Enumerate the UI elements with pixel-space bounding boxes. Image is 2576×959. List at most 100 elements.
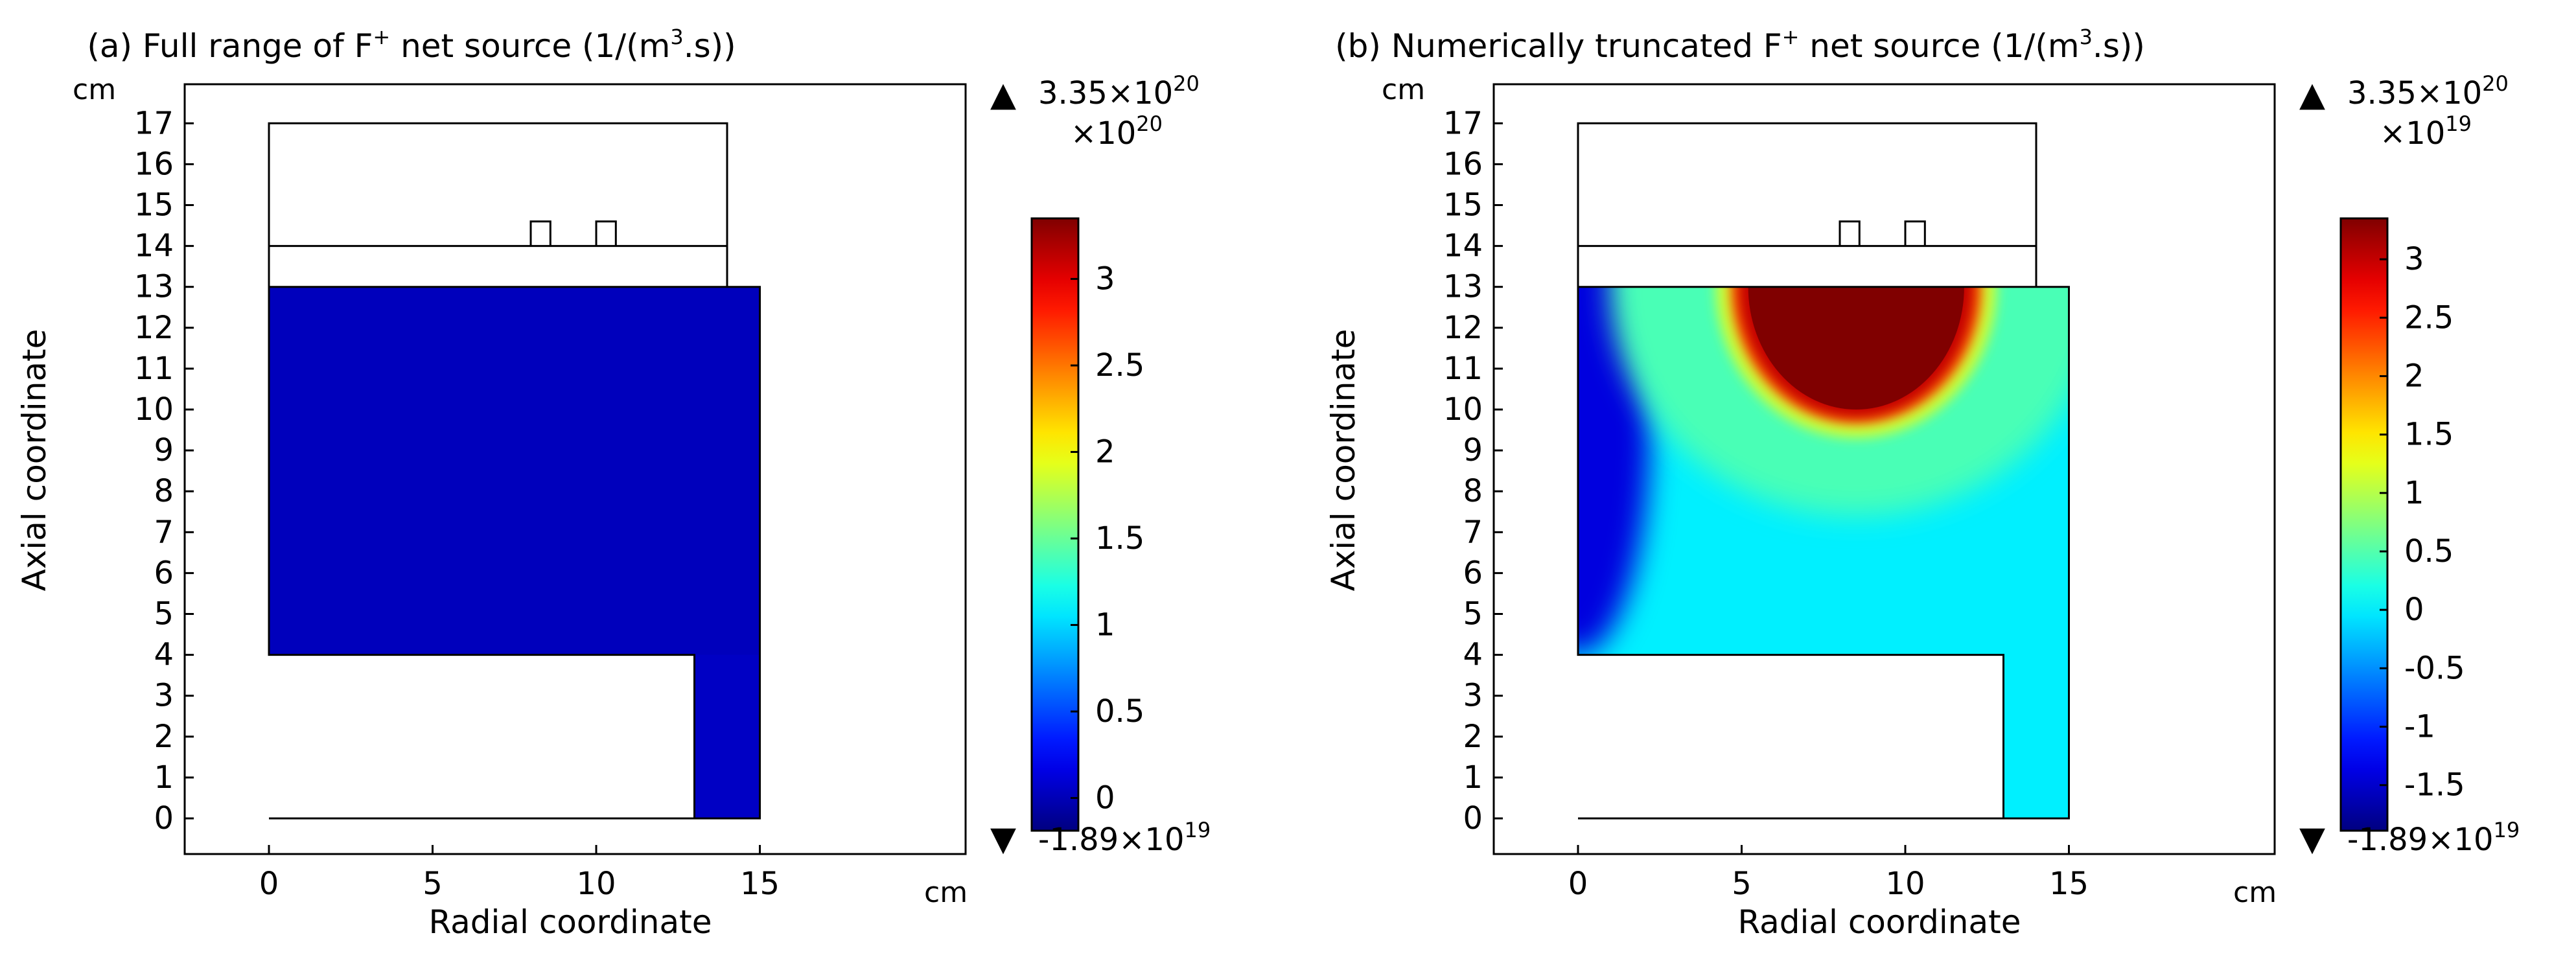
- y-tick-label: 1: [1463, 759, 1483, 796]
- y-tick-label: 13: [134, 269, 174, 305]
- panel-a-title: (a) Full range of F+ net source (1/(m3.s…: [87, 25, 736, 65]
- panel-a-title-mid: net source (1/(m: [390, 27, 670, 65]
- hotspot-core: [318, 286, 760, 452]
- panel-a-max-exp: 20: [1173, 71, 1200, 96]
- x-tick-label: 5: [423, 866, 443, 902]
- x-tick-label: 5: [1732, 866, 1752, 902]
- panel-b-max-base: 3.35×10: [2347, 75, 2482, 111]
- panel-a-colorbar-mult-base: ×10: [1071, 115, 1136, 152]
- y-tick-label: 4: [1463, 637, 1483, 673]
- panel-b-title-mid: net source (1/(m: [1799, 27, 2079, 65]
- hotspot-halo: [1610, 286, 2069, 516]
- y-tick-label: 5: [1463, 596, 1483, 632]
- panel-b-colorbar: -1.5 -1 -0.5 0 0.5 1 1.5 2 2.5 3: [2339, 217, 2465, 832]
- y-tick-label: 0: [1463, 800, 1483, 837]
- colorbar-tick-label: -1.5: [2404, 767, 2465, 803]
- x-tick-label: 10: [576, 866, 616, 902]
- structure-outline: [1904, 220, 1926, 246]
- panel-b-heatmap-field: [1578, 286, 2069, 818]
- x-tick-label: 15: [740, 866, 780, 902]
- colorbar-tick-label: 0: [1095, 780, 1115, 816]
- y-tick-label: 9: [154, 432, 174, 468]
- colorbar-tick-label: -0.5: [2404, 650, 2465, 686]
- panel-b-axes-frame: [1492, 83, 2276, 855]
- panel-a-max-value: 3.35×1020: [1038, 71, 1200, 111]
- colorbar-tick-label: 2: [2404, 358, 2424, 394]
- panel-b-y-unit: cm: [1382, 73, 1425, 106]
- colorbar-gradient: [2339, 217, 2389, 832]
- y-tick-label: 16: [1443, 146, 1483, 182]
- panel-b-max-exp: 20: [2482, 71, 2509, 96]
- panel-b-title-sup1: +: [1782, 25, 1800, 49]
- panel-b-colorbar-mult-exp: 19: [2445, 111, 2472, 136]
- y-tick-label: 7: [1463, 514, 1483, 550]
- panel-a-title-sup2: 3: [670, 25, 683, 49]
- y-tick-label: 15: [1443, 187, 1483, 224]
- panel-b-xlabel: Radial coordinate: [1737, 903, 2021, 941]
- panel-a-max-base: 3.35×10: [1038, 75, 1173, 111]
- y-tick-label: 5: [154, 596, 174, 632]
- panel-b-min-base: -1.89×10: [2347, 822, 2494, 858]
- y-tick-label: 12: [1443, 310, 1483, 346]
- y-tick-label: 0: [154, 800, 174, 837]
- panel-b-geometry-outlines: [1577, 122, 2070, 820]
- y-tick-label: 4: [154, 637, 174, 673]
- panel-a-min-marker: ▼: [990, 820, 1016, 859]
- colorbar-tick-label: 0: [2404, 592, 2424, 628]
- panel-a-min-base: -1.89×10: [1038, 822, 1185, 858]
- x-tick-label: 0: [1568, 866, 1588, 902]
- panel-b-colorbar-mult-base: ×10: [2380, 115, 2445, 152]
- y-tick-label: 12: [134, 310, 174, 346]
- panel-a-x-unit: cm: [924, 876, 968, 909]
- panel-a-title-post: .s)): [684, 27, 736, 65]
- panel-a-min-value: -1.89×1019: [1038, 818, 1211, 858]
- structure-outline: [595, 220, 617, 246]
- panel-b-title: (b) Numerically truncated F+ net source …: [1335, 25, 2145, 65]
- y-tick-label: 6: [1463, 555, 1483, 591]
- structure-outline: [268, 122, 728, 287]
- x-tick-label: 0: [259, 866, 279, 902]
- y-tick-label: 11: [1443, 351, 1483, 387]
- colorbar-tick-label: 1.5: [1095, 520, 1144, 557]
- panel-a-geometry-outlines: [268, 122, 761, 820]
- y-tick-label: 8: [154, 473, 174, 509]
- colorbar-tick-label: 2.5: [2404, 299, 2454, 336]
- colorbar-tick-label: 1.5: [2404, 417, 2454, 453]
- panel-b-title-post: .s)): [2093, 27, 2145, 65]
- panel-b-min-value: -1.89×1019: [2347, 818, 2520, 858]
- panel-a-ylabel: Axial coordinate: [16, 329, 53, 592]
- panel-a-axes-frame: [183, 83, 967, 855]
- y-tick-label: 8: [1463, 473, 1483, 509]
- panel-a-colorbar-multiplier: ×1020: [1071, 111, 1163, 152]
- colorbar-tick-label: -1: [2404, 708, 2435, 745]
- structure-outline: [529, 220, 551, 246]
- y-tick-label: 10: [134, 391, 174, 428]
- colorbar-tick-label: 0.5: [1095, 693, 1144, 730]
- y-tick-label: 15: [134, 187, 174, 224]
- y-tick-label: 17: [1443, 105, 1483, 141]
- panel-b-max-marker: ▲: [2299, 75, 2325, 114]
- y-tick-label: 14: [134, 228, 174, 264]
- panel-a-colorbar: 0 0.5 1 1.5 2 2.5 3: [1030, 217, 1144, 832]
- y-tick-label: 16: [134, 146, 174, 182]
- panel-a-x-ticks: 0 5 10 15: [259, 845, 780, 902]
- panel-b-title-sup2: 3: [2080, 25, 2093, 49]
- y-tick-label: 6: [154, 555, 174, 591]
- y-tick-label: 3: [1463, 678, 1483, 714]
- y-tick-label: 14: [1443, 228, 1483, 264]
- panel-a-title-pre: (a) Full range of F: [87, 27, 373, 65]
- panel-a-xlabel: Radial coordinate: [428, 903, 712, 941]
- panel-b-min-marker: ▼: [2299, 820, 2325, 859]
- panel-a-full-range: (a) Full range of F+ net source (1/(m3.s…: [16, 25, 1211, 941]
- panel-a-heatmap-field: [269, 286, 760, 818]
- panel-b-colorbar-multiplier: ×1019: [2380, 111, 2472, 152]
- panel-a-title-sup1: +: [373, 25, 390, 49]
- structure-outline: [1577, 122, 2037, 287]
- x-tick-label: 15: [2049, 866, 2089, 902]
- colorbar-tick-label: 0.5: [2404, 533, 2454, 570]
- y-tick-label: 3: [154, 678, 174, 714]
- colorbar-tick-label: 3: [1095, 260, 1115, 297]
- y-tick-label: 2: [154, 719, 174, 755]
- panel-b-title-pre: (b) Numerically truncated F: [1335, 27, 1781, 65]
